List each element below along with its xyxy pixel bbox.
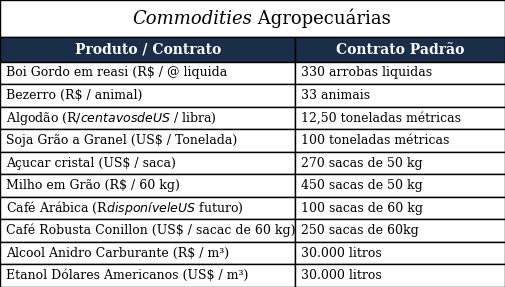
Bar (295, 174, 505, 197)
Bar (0, 242, 295, 265)
Bar (0, 37, 295, 62)
Text: Agropecuárias: Agropecuárias (252, 9, 391, 28)
Text: 100 toneladas métricas: 100 toneladas métricas (301, 134, 450, 147)
Text: 450 sacas de 50 kg: 450 sacas de 50 kg (301, 179, 423, 192)
Text: Bezerro (R$ / animal): Bezerro (R$ / animal) (6, 89, 142, 102)
Text: 330 arrobas liquidas: 330 arrobas liquidas (301, 67, 433, 79)
Text: Açucar cristal (US$ / saca): Açucar cristal (US$ / saca) (6, 157, 176, 170)
Text: Boi Gordo em reasi (R$ / @ liquida: Boi Gordo em reasi (R$ / @ liquida (6, 67, 227, 79)
Bar (0, 84, 295, 107)
Bar (295, 107, 505, 129)
Bar (0, 62, 295, 84)
Bar (295, 219, 505, 242)
Text: Algodão (R$ / centavos de US$ / libra): Algodão (R$ / centavos de US$ / libra) (6, 110, 217, 127)
Bar (0, 174, 295, 197)
Text: 30.000 litros: 30.000 litros (301, 247, 382, 260)
Bar (295, 62, 505, 84)
Bar (295, 265, 505, 287)
Text: Milho em Grão (R$ / 60 kg): Milho em Grão (R$ / 60 kg) (6, 179, 180, 192)
Bar (0, 197, 295, 219)
Bar (0, 265, 295, 287)
Text: 33 animais: 33 animais (301, 89, 371, 102)
Bar (0, 219, 295, 242)
Text: Café Robusta Conillon (US$ / sacac de 60 kg): Café Robusta Conillon (US$ / sacac de 60… (6, 224, 295, 237)
Text: Soja Grão a Granel (US$ / Tonelada): Soja Grão a Granel (US$ / Tonelada) (6, 134, 237, 147)
Bar (0, 152, 295, 174)
Text: 270 sacas de 50 kg: 270 sacas de 50 kg (301, 157, 423, 170)
Bar (295, 129, 505, 152)
Bar (295, 84, 505, 107)
Text: Etanol Dólares Americanos (US$ / m³): Etanol Dólares Americanos (US$ / m³) (6, 269, 248, 282)
Text: 12,50 toneladas métricas: 12,50 toneladas métricas (301, 112, 462, 125)
Bar (295, 37, 505, 62)
Text: Café Arábica (R$ disponível e US$ futuro): Café Arábica (R$ disponível e US$ futuro… (6, 199, 243, 217)
Text: Produto / Contrato: Produto / Contrato (75, 42, 221, 57)
Bar (295, 242, 505, 265)
Text: Commodities: Commodities (133, 10, 252, 28)
Bar (295, 197, 505, 219)
Bar (0, 0, 505, 37)
Text: 100 sacas de 60 kg: 100 sacas de 60 kg (301, 202, 424, 215)
Text: Alcool Anidro Carburante (R$ / m³): Alcool Anidro Carburante (R$ / m³) (6, 247, 229, 260)
Bar (0, 107, 295, 129)
Text: 30.000 litros: 30.000 litros (301, 269, 382, 282)
Text: Contrato Padrão: Contrato Padrão (336, 42, 465, 57)
Text: 250 sacas de 60kg: 250 sacas de 60kg (301, 224, 419, 237)
Bar (295, 152, 505, 174)
Bar (0, 129, 295, 152)
